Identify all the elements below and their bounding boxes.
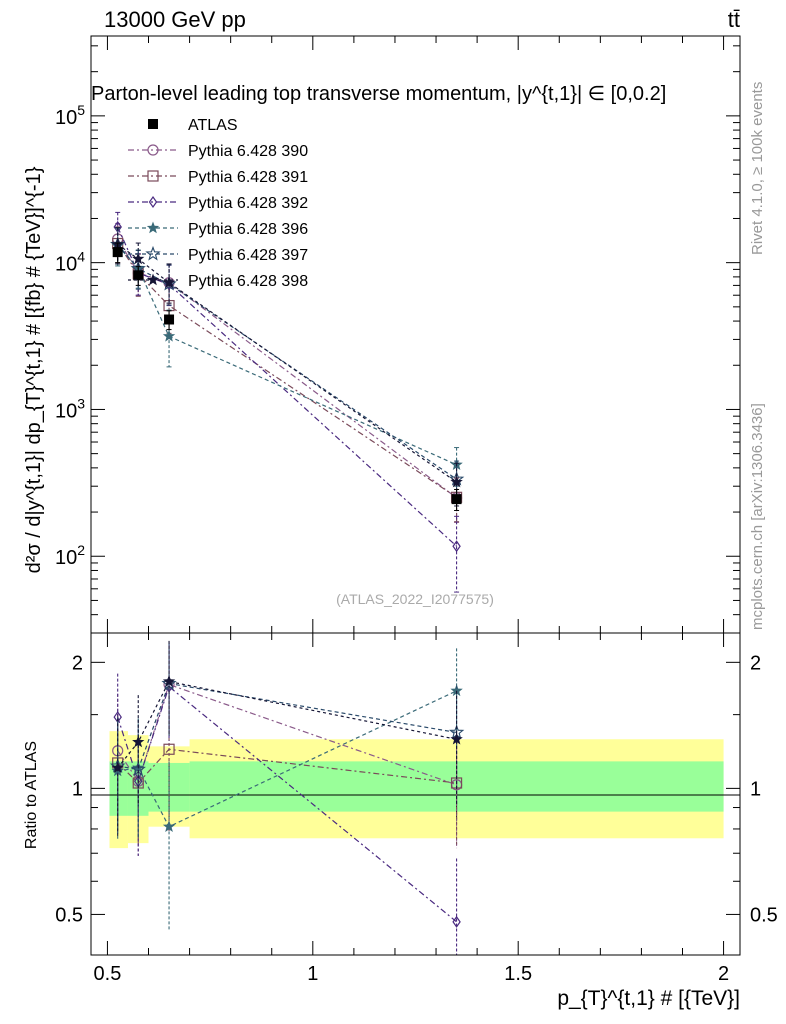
ratio-y-label: Ratio to ATLAS xyxy=(23,741,40,849)
legend-item-p398: Pythia 6.428 398 xyxy=(128,273,308,290)
point-p398 xyxy=(162,276,176,288)
series-p391 xyxy=(112,226,463,523)
legend-item-p390: Pythia 6.428 390 xyxy=(128,143,308,160)
point-ATLAS xyxy=(133,270,144,281)
series-p398 xyxy=(111,227,463,507)
point-p398 xyxy=(132,252,145,265)
ratio-line-p391 xyxy=(117,748,457,784)
ratio-point-p398 xyxy=(162,675,176,687)
watermark: (ATLAS_2022_I2077575) xyxy=(336,591,494,607)
ratio-point-p396 xyxy=(450,684,463,697)
ratio-series-p398 xyxy=(111,640,463,836)
y-axis-label: d²σ / d|y^{t,1}| dp_{T}^{t,1} # [{fb} # … xyxy=(23,166,45,573)
legend-item-p396: Pythia 6.428 396 xyxy=(128,221,308,238)
legend-label-ATLAS: ATLAS xyxy=(188,117,238,134)
y-tick-label: 103 xyxy=(55,395,85,422)
point-p398 xyxy=(450,475,463,488)
ratio-point-p391 xyxy=(163,743,175,755)
ratio-line-p398 xyxy=(117,680,457,769)
legend-label-p398: Pythia 6.428 398 xyxy=(188,273,308,290)
series-p397 xyxy=(109,227,465,503)
legend-label-p396: Pythia 6.428 396 xyxy=(188,221,308,238)
point-p392 xyxy=(113,220,122,234)
ratio-y-tick-label: 0.5 xyxy=(55,904,83,926)
point-ATLAS xyxy=(451,494,462,505)
legend-label-p392: Pythia 6.428 392 xyxy=(188,195,308,212)
legend-label-p390: Pythia 6.428 390 xyxy=(188,143,308,160)
y-tick-label: 105 xyxy=(55,102,85,129)
series-line-p398 xyxy=(117,244,457,483)
point-p392 xyxy=(452,540,461,553)
legend-marker-p396 xyxy=(146,221,160,234)
ratio-y-tick-label-right: 0.5 xyxy=(750,904,778,926)
ratio-y-tick-label: 1 xyxy=(72,778,83,800)
x-tick-label: 0.5 xyxy=(94,963,122,985)
ratio-y-tick-label-right: 1 xyxy=(750,778,761,800)
legend-item-p391: Pythia 6.428 391 xyxy=(128,169,308,186)
series-p392 xyxy=(113,211,461,593)
ratio-line-p396 xyxy=(117,690,457,828)
ratio-line-p392 xyxy=(117,685,457,923)
series-line-p391 xyxy=(117,243,457,498)
ratio-y-tick-label-right: 2 xyxy=(750,652,761,674)
band-green xyxy=(109,761,128,816)
ratio-point-p398 xyxy=(111,761,124,773)
legend-label-p397: Pythia 6.428 397 xyxy=(188,247,308,264)
rivet-label: Rivet 4.1.0, ≥ 100k events xyxy=(749,82,766,255)
legend-marker-p397 xyxy=(145,245,161,261)
ratio-point-p398 xyxy=(450,732,463,745)
legend-marker-p391 xyxy=(147,170,159,182)
legend-marker-p390 xyxy=(147,144,159,156)
x-axis-label: p_{T}^{t,1} # [{TeV}] xyxy=(557,987,740,1010)
ratio-line-p390 xyxy=(117,683,457,786)
legend-item-p397: Pythia 6.428 397 xyxy=(128,245,308,264)
ratio-point-p398 xyxy=(132,735,145,748)
ratio-frame xyxy=(90,632,741,956)
legend-label-p391: Pythia 6.428 391 xyxy=(188,169,308,186)
legend-item-ATLAS: ATLAS xyxy=(148,117,238,134)
x-tick-label: 1 xyxy=(307,963,318,985)
main-title: Parton-level leading top transverse mome… xyxy=(91,83,666,105)
legend-marker-ATLAS xyxy=(148,119,158,129)
series-ATLAS xyxy=(112,242,462,511)
ratio-point-p392 xyxy=(452,915,461,928)
x-tick-label: 1.5 xyxy=(504,963,532,985)
legend-marker-p398 xyxy=(146,273,160,286)
legend-marker-p392 xyxy=(148,195,158,209)
point-ATLAS xyxy=(112,247,123,258)
ratio-point-p396 xyxy=(162,820,176,832)
point-p396 xyxy=(162,329,176,342)
legend-item-p392: Pythia 6.428 392 xyxy=(128,195,308,212)
series-p390 xyxy=(112,222,463,523)
header-right: tt̄ xyxy=(728,7,740,32)
series-line-p397 xyxy=(117,244,457,480)
ratio-y-tick-label: 2 xyxy=(72,652,83,674)
x-tick-label: 2 xyxy=(718,963,729,985)
y-tick-label: 102 xyxy=(55,542,85,569)
y-tick-label: 104 xyxy=(55,249,85,276)
mcplots-label: mcplots.cern.ch [arXiv:1306.3436] xyxy=(749,403,766,630)
ratio-line-p397 xyxy=(117,682,457,771)
header-left: 13000 GeV pp xyxy=(104,7,246,32)
point-ATLAS xyxy=(164,314,175,325)
